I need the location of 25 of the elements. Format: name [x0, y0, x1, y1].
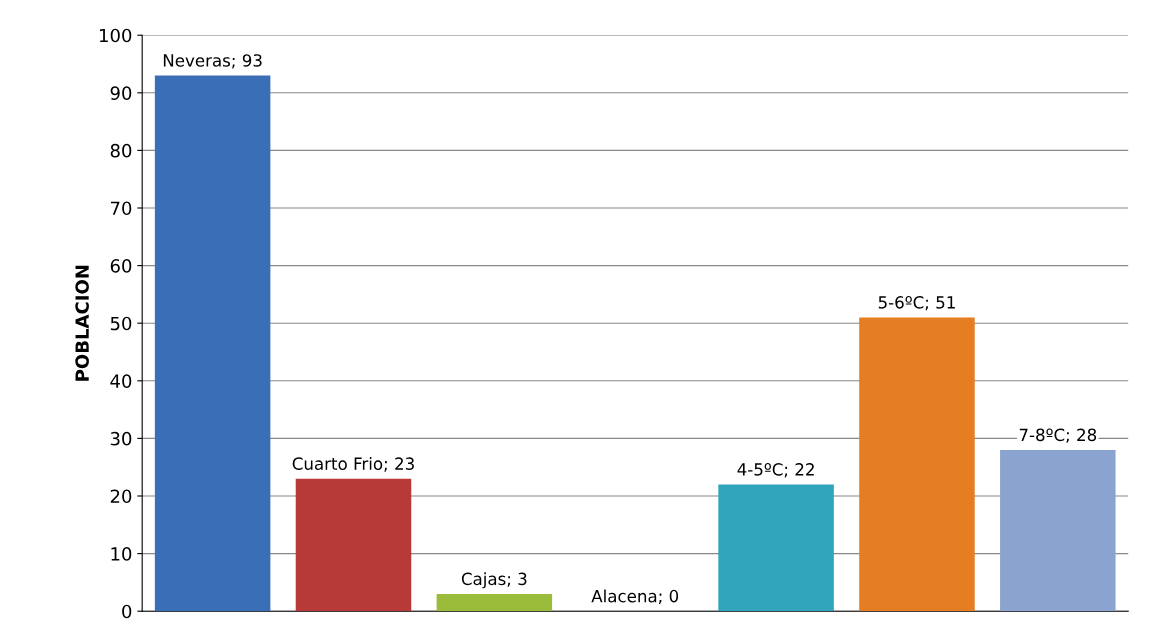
y-tick-label: 100 — [99, 28, 132, 43]
data-label: Cuarto Frio; 23 — [292, 457, 414, 472]
y-tick-label: 60 — [110, 259, 132, 273]
data-label: 4-5ºC; 22 — [737, 463, 814, 478]
data-label: Alacena; 0 — [591, 589, 679, 605]
y-tick-label: 50 — [110, 316, 132, 331]
bar — [718, 484, 834, 612]
bar — [154, 75, 271, 612]
y-tick-label: 10 — [111, 547, 132, 561]
y-tick-label: 40 — [110, 374, 132, 388]
bar — [1000, 449, 1116, 612]
y-tick-label: 30 — [110, 431, 132, 446]
y-tick-label: 0 — [122, 604, 132, 619]
y-tick-label: 90 — [110, 86, 132, 100]
data-label: 5-6ºC; 51 — [878, 296, 955, 311]
y-axis-title: POBLACION — [75, 265, 89, 381]
bar — [859, 317, 975, 612]
data-label: 7-8ºC; 28 — [1019, 428, 1097, 443]
bar — [436, 593, 553, 612]
y-tick-label: 70 — [110, 201, 132, 216]
y-tick-label: 20 — [110, 489, 132, 504]
data-label: Neveras; 93 — [163, 54, 262, 69]
bar — [295, 478, 412, 612]
data-label: Cajas; 3 — [461, 572, 527, 589]
y-tick-label: 80 — [110, 143, 132, 158]
